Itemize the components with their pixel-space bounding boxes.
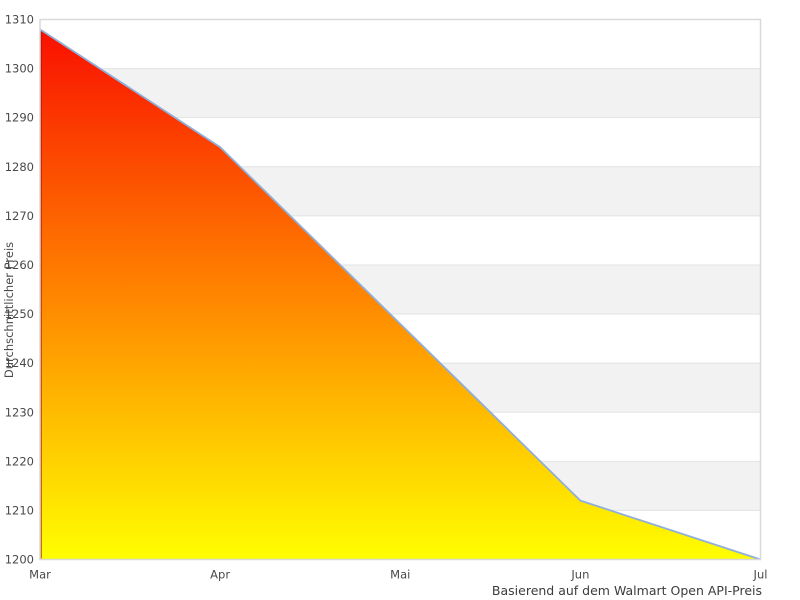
y-axis-tick-label: 1280 bbox=[5, 160, 34, 174]
x-axis-tick-label: Apr bbox=[210, 568, 230, 582]
x-axis-tick-labels: Mar Apr Mai Jun Jul bbox=[29, 568, 767, 582]
y-axis-tick-label: 1210 bbox=[5, 503, 34, 517]
plot-border bbox=[39, 18, 762, 561]
y-axis-tick-label: 1230 bbox=[5, 405, 34, 419]
x-axis-tick-label: Jun bbox=[570, 568, 589, 582]
y-axis-tick-label: 1260 bbox=[5, 258, 34, 272]
y-axis-tick-label: 1290 bbox=[5, 111, 34, 125]
y-axis-tick-label: 1240 bbox=[5, 356, 34, 370]
y-axis-tick-label: 1220 bbox=[5, 454, 34, 468]
y-axis-tick-label: 1250 bbox=[5, 307, 34, 321]
x-axis-tick-label: Jul bbox=[753, 568, 768, 582]
x-axis-tick-label: Mai bbox=[390, 568, 410, 582]
area-series bbox=[40, 29, 761, 560]
y-axis-tick-label: 1270 bbox=[5, 209, 34, 223]
y-axis-tick-label: 1310 bbox=[5, 13, 34, 27]
x-axis-tick-label: Mar bbox=[29, 568, 51, 582]
y-axis-tick-label: 1200 bbox=[5, 553, 34, 567]
y-axis-title: Durchschnittlicher Preis bbox=[2, 242, 16, 378]
chart-caption: Basierend auf dem Walmart Open API-Preis bbox=[492, 583, 762, 598]
price-line bbox=[39, 28, 761, 561]
y-axis-tick-labels: 1310 1300 1290 1280 1270 1260 1250 1240 1230 1220… bbox=[5, 13, 34, 567]
y-axis-tick-label: 1300 bbox=[5, 62, 34, 76]
